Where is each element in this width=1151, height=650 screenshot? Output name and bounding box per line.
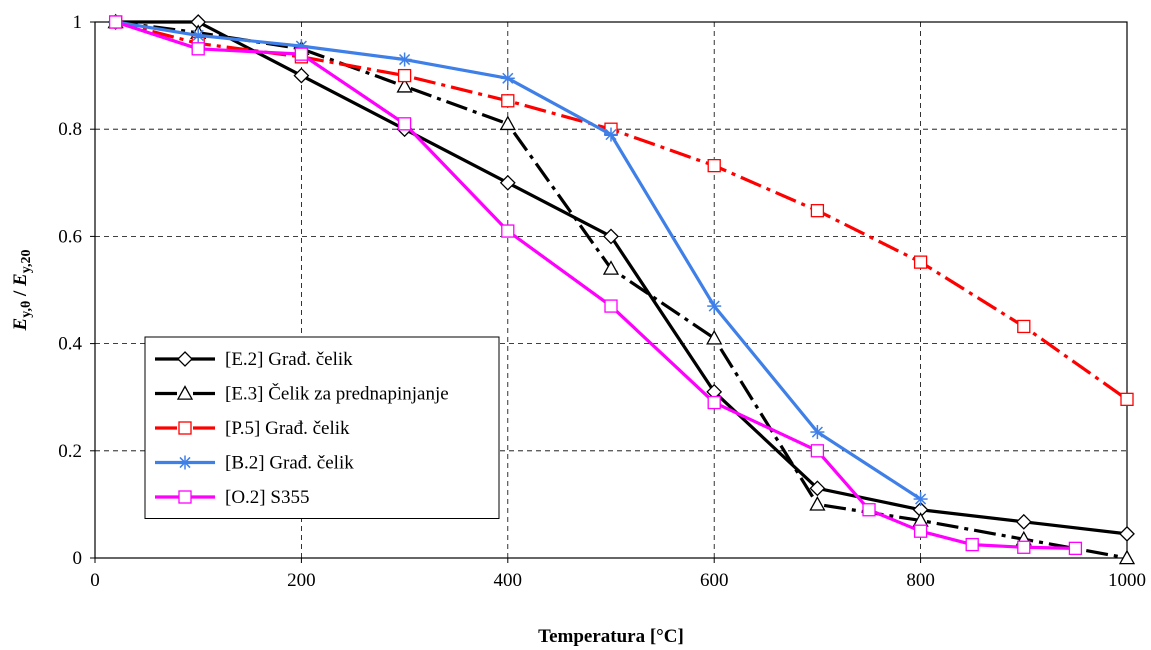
data-point bbox=[707, 158, 721, 173]
legend-label: [O.2] S355 bbox=[225, 487, 309, 508]
legend-label: [B.2] Građ. čelik bbox=[225, 453, 354, 474]
x-tick-label: 400 bbox=[494, 570, 523, 591]
x-tick-label: 600 bbox=[700, 570, 729, 591]
data-point bbox=[1015, 513, 1032, 530]
data-point bbox=[501, 224, 515, 238]
data-point bbox=[500, 71, 515, 86]
legend-marker bbox=[178, 490, 192, 504]
data-point bbox=[810, 444, 825, 458]
data-point bbox=[294, 47, 309, 61]
y-axis-label-sep: / bbox=[10, 286, 31, 301]
data-point bbox=[809, 480, 826, 497]
star-stroke bbox=[605, 128, 617, 141]
series-lines bbox=[107, 13, 1136, 565]
data-point bbox=[810, 425, 825, 440]
data-point bbox=[397, 52, 412, 67]
series-5 bbox=[108, 15, 1083, 556]
y-axis-label-main2: E bbox=[10, 273, 31, 287]
star-stroke bbox=[502, 72, 514, 84]
star-stroke bbox=[192, 29, 204, 41]
legend-item: [B.2] Građ. čelik bbox=[155, 453, 354, 474]
star-stroke bbox=[811, 426, 823, 438]
y-tick-label: 0 bbox=[73, 548, 83, 569]
y-tick-label: 0.4 bbox=[58, 334, 82, 355]
legend-label: [P.5] Građ. čelik bbox=[225, 418, 350, 439]
data-point bbox=[108, 15, 123, 29]
x-tick-label: 200 bbox=[287, 570, 316, 591]
data-point bbox=[191, 42, 205, 56]
legend-marker bbox=[177, 351, 193, 367]
data-point bbox=[396, 77, 413, 93]
data-point bbox=[293, 67, 310, 84]
y-axis-label: Ey,θ / Ey,20 bbox=[10, 250, 34, 332]
y-axis-label-main: E bbox=[10, 318, 31, 332]
data-point bbox=[604, 299, 618, 313]
y-tick-label: 1 bbox=[73, 12, 83, 33]
y-tick-label: 0.6 bbox=[58, 226, 82, 247]
data-point bbox=[604, 127, 618, 142]
data-point bbox=[706, 329, 723, 345]
legend-item: [E.3] Čelik za prednapinjanje bbox=[155, 383, 449, 405]
data-point bbox=[191, 28, 206, 43]
legend-label: [E.3] Čelik za prednapinjanje bbox=[225, 383, 449, 405]
data-point bbox=[810, 204, 825, 218]
legend-item: [P.5] Građ. čelik bbox=[155, 418, 350, 439]
data-point bbox=[1118, 549, 1136, 565]
data-point bbox=[499, 174, 516, 191]
y-axis-label-sub2: y,20 bbox=[19, 250, 34, 274]
legend-marker bbox=[178, 455, 192, 470]
star-stroke bbox=[708, 300, 720, 312]
data-point bbox=[397, 117, 412, 131]
x-tick-label: 800 bbox=[906, 570, 935, 591]
star-stroke bbox=[399, 53, 411, 66]
star-stroke bbox=[179, 456, 191, 469]
data-point bbox=[809, 496, 826, 511]
data-point bbox=[965, 537, 979, 552]
data-point bbox=[499, 115, 516, 131]
legend-label: [E.2] Građ. čelik bbox=[225, 349, 353, 370]
data-point bbox=[707, 395, 721, 410]
legend: [E.2] Građ. čelik [E.3] Čelik za prednapi… bbox=[144, 336, 500, 519]
data-point bbox=[913, 492, 928, 507]
y-axis-label-sub1: y,θ bbox=[19, 301, 34, 318]
y-tick-label: 0.8 bbox=[58, 119, 82, 140]
data-point bbox=[707, 299, 722, 314]
x-tick-label: 0 bbox=[90, 570, 100, 591]
legend-item: [E.2] Građ. čelik bbox=[155, 349, 353, 370]
x-axis-label: Temperatura [°C] bbox=[538, 626, 684, 647]
x-tick-label: 1000 bbox=[1108, 570, 1146, 591]
data-point bbox=[501, 94, 515, 108]
data-point bbox=[397, 68, 412, 83]
axes: 0 200 400 600 800 1000 0 0.2 0.4 0.6 0.8 1 bbox=[58, 12, 1146, 591]
legend-item: [O.2] S355 bbox=[155, 487, 309, 508]
data-point bbox=[913, 524, 928, 538]
data-point bbox=[1119, 525, 1135, 542]
legend-marker bbox=[176, 385, 194, 400]
plot-area-frame bbox=[94, 21, 1128, 559]
star-stroke bbox=[915, 493, 927, 505]
data-point bbox=[603, 228, 619, 245]
data-point bbox=[1017, 540, 1031, 554]
data-point bbox=[1068, 541, 1083, 556]
data-point bbox=[1017, 319, 1031, 334]
data-point bbox=[913, 255, 928, 269]
data-point bbox=[1120, 392, 1134, 406]
legend-marker bbox=[178, 421, 192, 435]
data-point bbox=[602, 260, 620, 275]
y-tick-label: 0.2 bbox=[58, 441, 82, 462]
data-point bbox=[862, 503, 876, 517]
